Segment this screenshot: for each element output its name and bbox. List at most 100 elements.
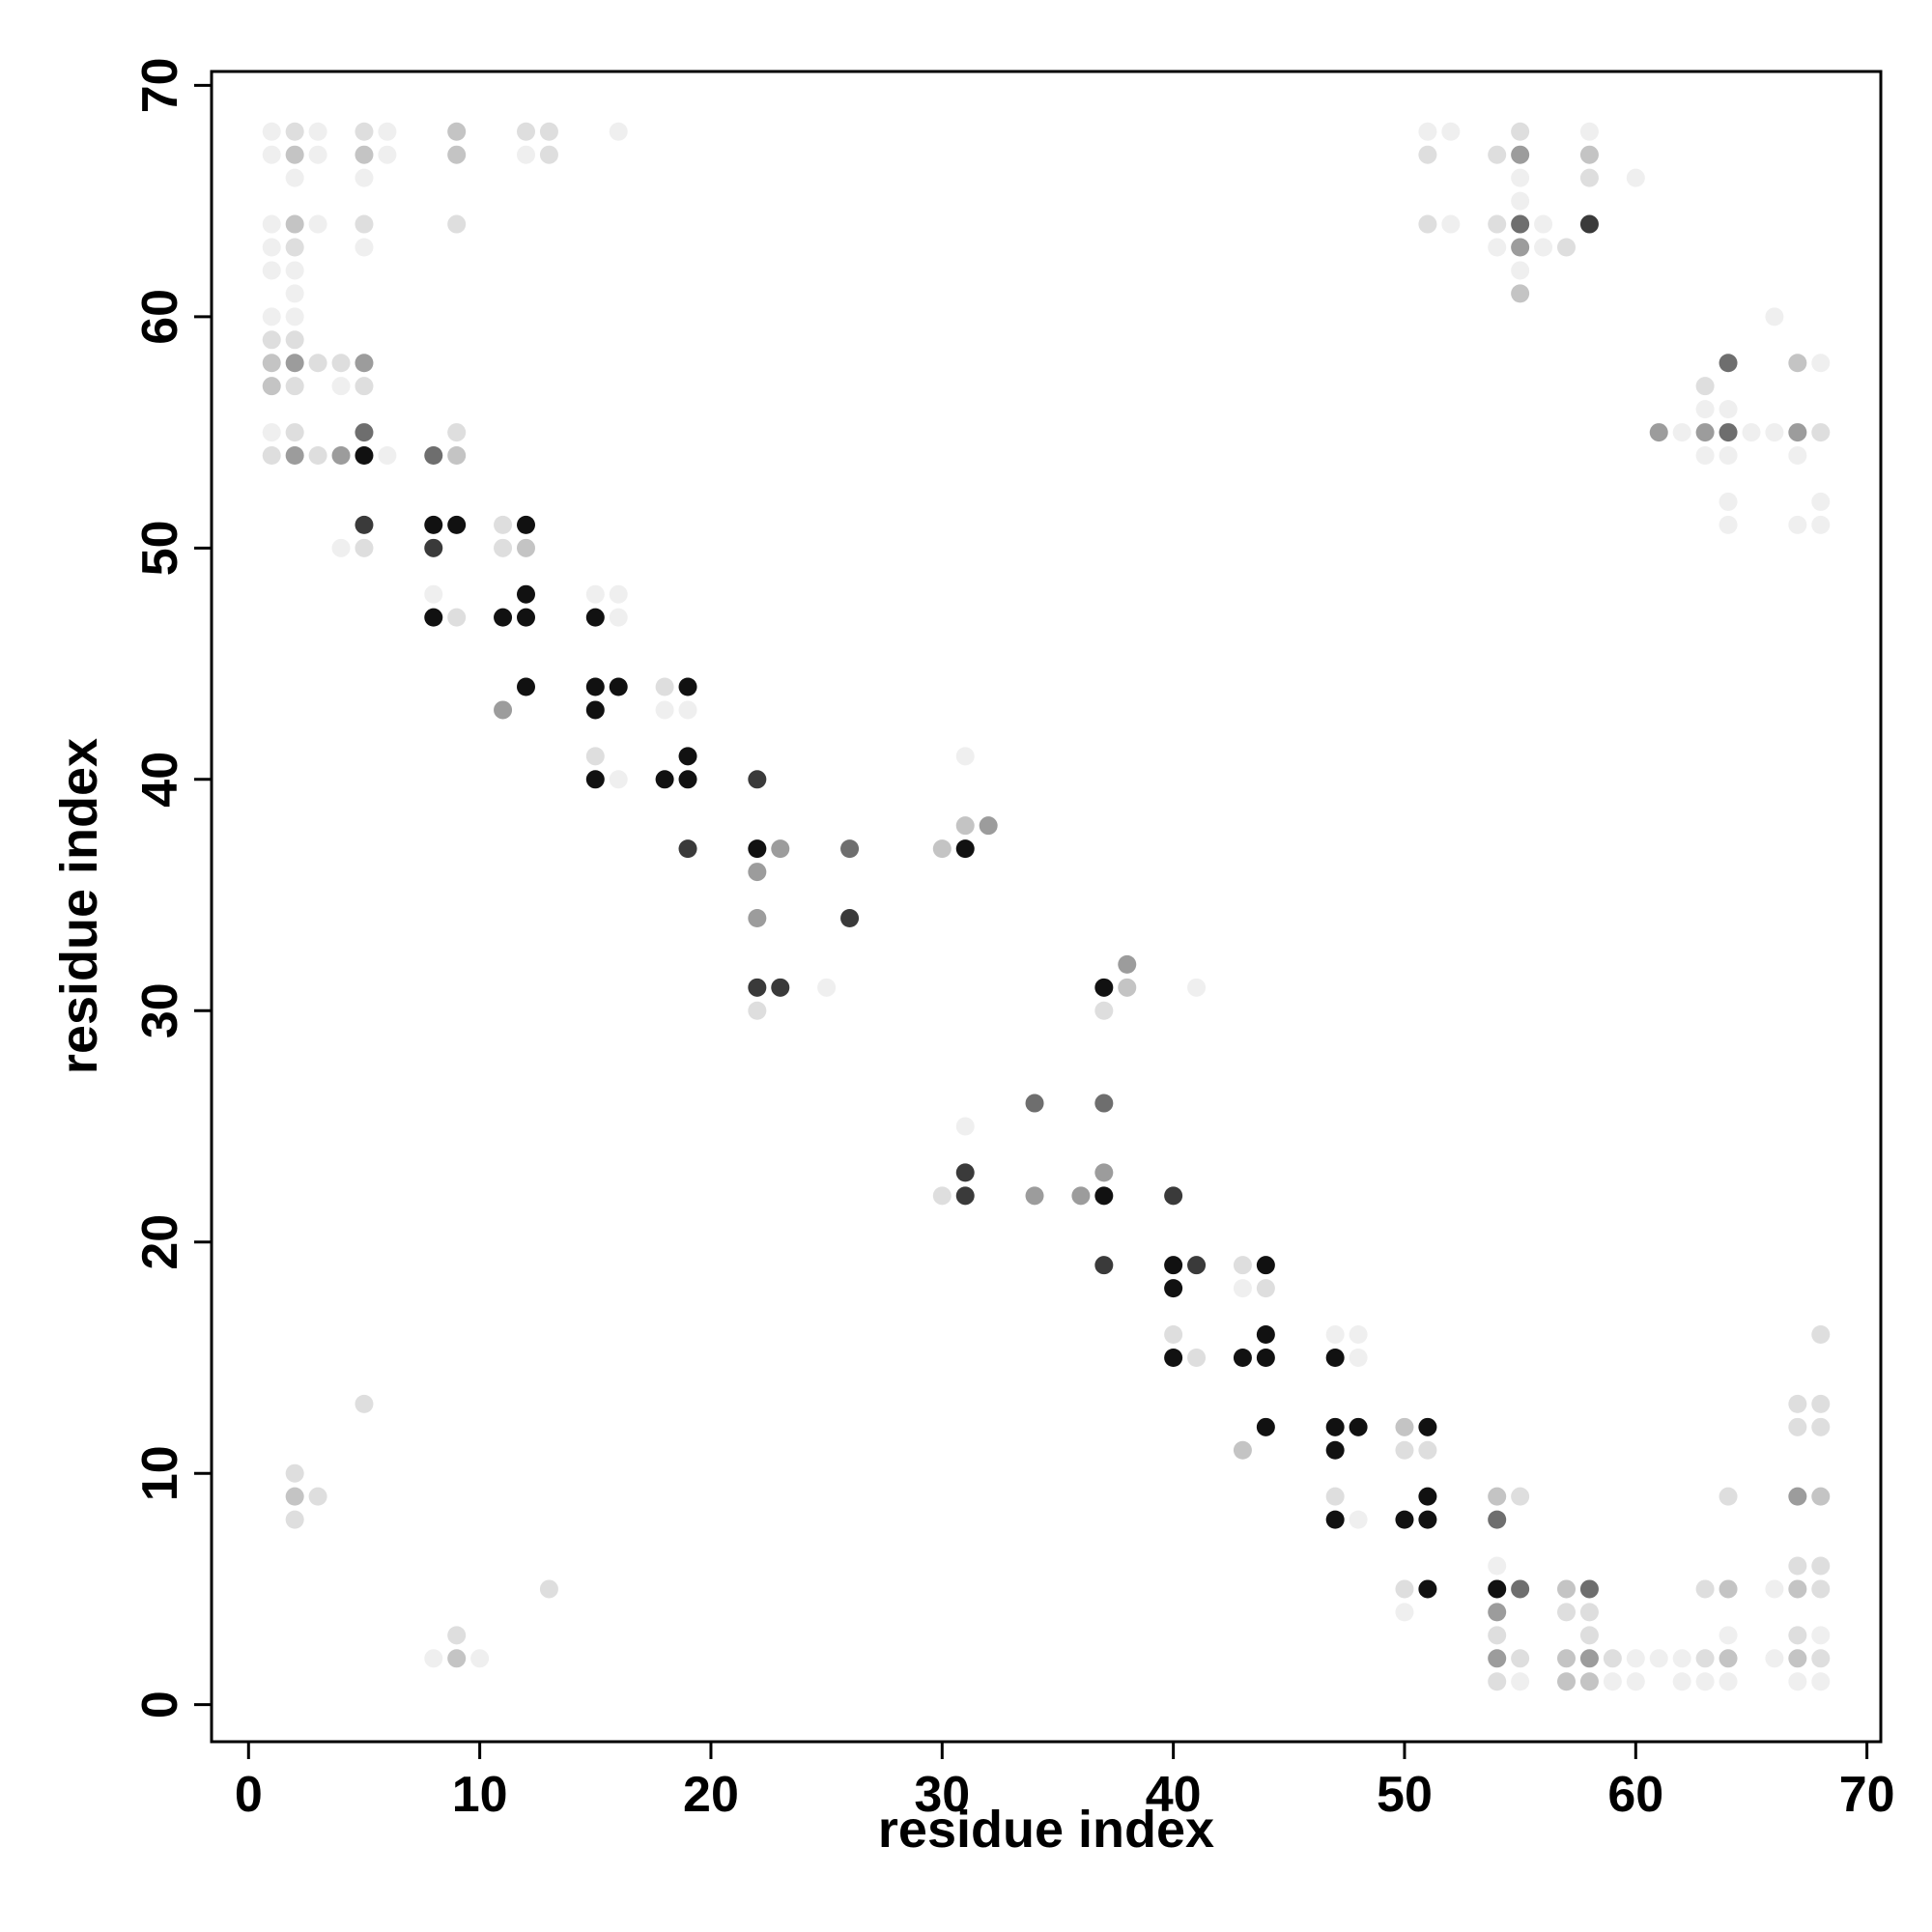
contact-point <box>655 677 674 696</box>
contact-point <box>1788 1487 1807 1506</box>
contact-point <box>1811 492 1831 511</box>
contact-point <box>1488 238 1507 257</box>
contact-point <box>378 145 397 164</box>
contact-point <box>1719 400 1738 419</box>
contact-point <box>678 770 697 789</box>
contact-point <box>1488 1579 1507 1599</box>
x-tick-label: 30 <box>914 1767 970 1823</box>
contact-point <box>539 145 558 164</box>
contact-point <box>678 700 697 720</box>
contact-point <box>262 423 281 442</box>
contact-point <box>748 978 767 997</box>
contact-point <box>1164 1348 1183 1367</box>
contact-point <box>1534 214 1553 234</box>
contact-point <box>585 584 605 604</box>
contact-point <box>308 214 327 234</box>
contact-point <box>1811 1649 1831 1668</box>
contact-point <box>1187 1256 1207 1275</box>
contact-point <box>955 1186 975 1206</box>
contact-point <box>331 446 351 466</box>
contact-point <box>1418 214 1437 234</box>
contact-point <box>1256 1417 1275 1436</box>
contact-point <box>955 816 975 836</box>
contact-point <box>494 538 513 557</box>
contact-point <box>771 839 790 859</box>
contact-point <box>539 122 558 141</box>
contact-point <box>609 677 628 696</box>
contact-point <box>1534 238 1553 257</box>
contact-point <box>1811 1672 1831 1691</box>
contact-point <box>1164 1186 1183 1206</box>
contact-point <box>424 1649 443 1668</box>
contact-point <box>748 839 767 859</box>
contact-point <box>1719 1672 1738 1691</box>
contact-point <box>285 1487 304 1506</box>
contact-point <box>1511 1649 1530 1668</box>
contact-point <box>308 1487 327 1506</box>
contact-point <box>355 1394 374 1413</box>
contact-point <box>1187 1348 1207 1367</box>
contact-point <box>1325 1417 1345 1436</box>
contact-point <box>308 122 327 141</box>
x-tick-label: 40 <box>1146 1767 1202 1823</box>
contact-point <box>1511 191 1530 211</box>
y-tick-label: 40 <box>132 752 188 808</box>
contact-point <box>1164 1256 1183 1275</box>
contact-point <box>262 354 281 373</box>
contact-point <box>1557 1672 1577 1691</box>
contact-point <box>1579 145 1599 164</box>
contact-point <box>585 770 605 789</box>
contact-point <box>1488 1626 1507 1645</box>
contact-point <box>585 747 605 766</box>
contact-point <box>355 354 374 373</box>
contact-point <box>1579 214 1599 234</box>
contact-point <box>955 839 975 859</box>
contact-point <box>285 214 304 234</box>
contact-point <box>1488 1603 1507 1622</box>
contact-point <box>308 354 327 373</box>
contact-point <box>1349 1417 1368 1436</box>
contact-point <box>424 446 443 466</box>
contact-point <box>447 122 467 141</box>
contact-point <box>585 677 605 696</box>
contact-point <box>516 608 535 627</box>
contact-point <box>1811 1417 1831 1436</box>
contact-point <box>447 446 467 466</box>
contact-point <box>1233 1440 1252 1460</box>
contact-point <box>1579 168 1599 187</box>
contact-point <box>355 423 374 442</box>
contact-point <box>1488 145 1507 164</box>
contact-point <box>1579 1579 1599 1599</box>
contact-point <box>1579 1626 1599 1645</box>
contact-point <box>494 700 513 720</box>
contact-point <box>1025 1094 1044 1113</box>
contact-point <box>1488 1510 1507 1529</box>
contact-point <box>1094 1094 1114 1113</box>
contact-point <box>1418 1510 1437 1529</box>
contact-point <box>262 122 281 141</box>
contact-point <box>1488 1556 1507 1576</box>
contact-point <box>285 122 304 141</box>
contact-point <box>262 238 281 257</box>
contact-point <box>1511 214 1530 234</box>
contact-point <box>1094 1163 1114 1182</box>
contact-point <box>1788 1649 1807 1668</box>
contact-point <box>1418 122 1437 141</box>
contact-point <box>1765 1579 1784 1599</box>
contact-point <box>609 608 628 627</box>
contact-point <box>355 145 374 164</box>
contact-point <box>424 584 443 604</box>
contact-point <box>1811 1579 1831 1599</box>
contact-point <box>262 145 281 164</box>
contact-point <box>1325 1440 1345 1460</box>
contact-point <box>1719 515 1738 534</box>
contact-point <box>585 700 605 720</box>
contact-point <box>1395 1440 1414 1460</box>
contact-point <box>1025 1186 1044 1206</box>
contact-point <box>262 446 281 466</box>
contact-point <box>1256 1279 1275 1298</box>
contact-point <box>1511 122 1530 141</box>
contact-point <box>1649 423 1668 442</box>
plot-frame <box>210 70 1883 1744</box>
